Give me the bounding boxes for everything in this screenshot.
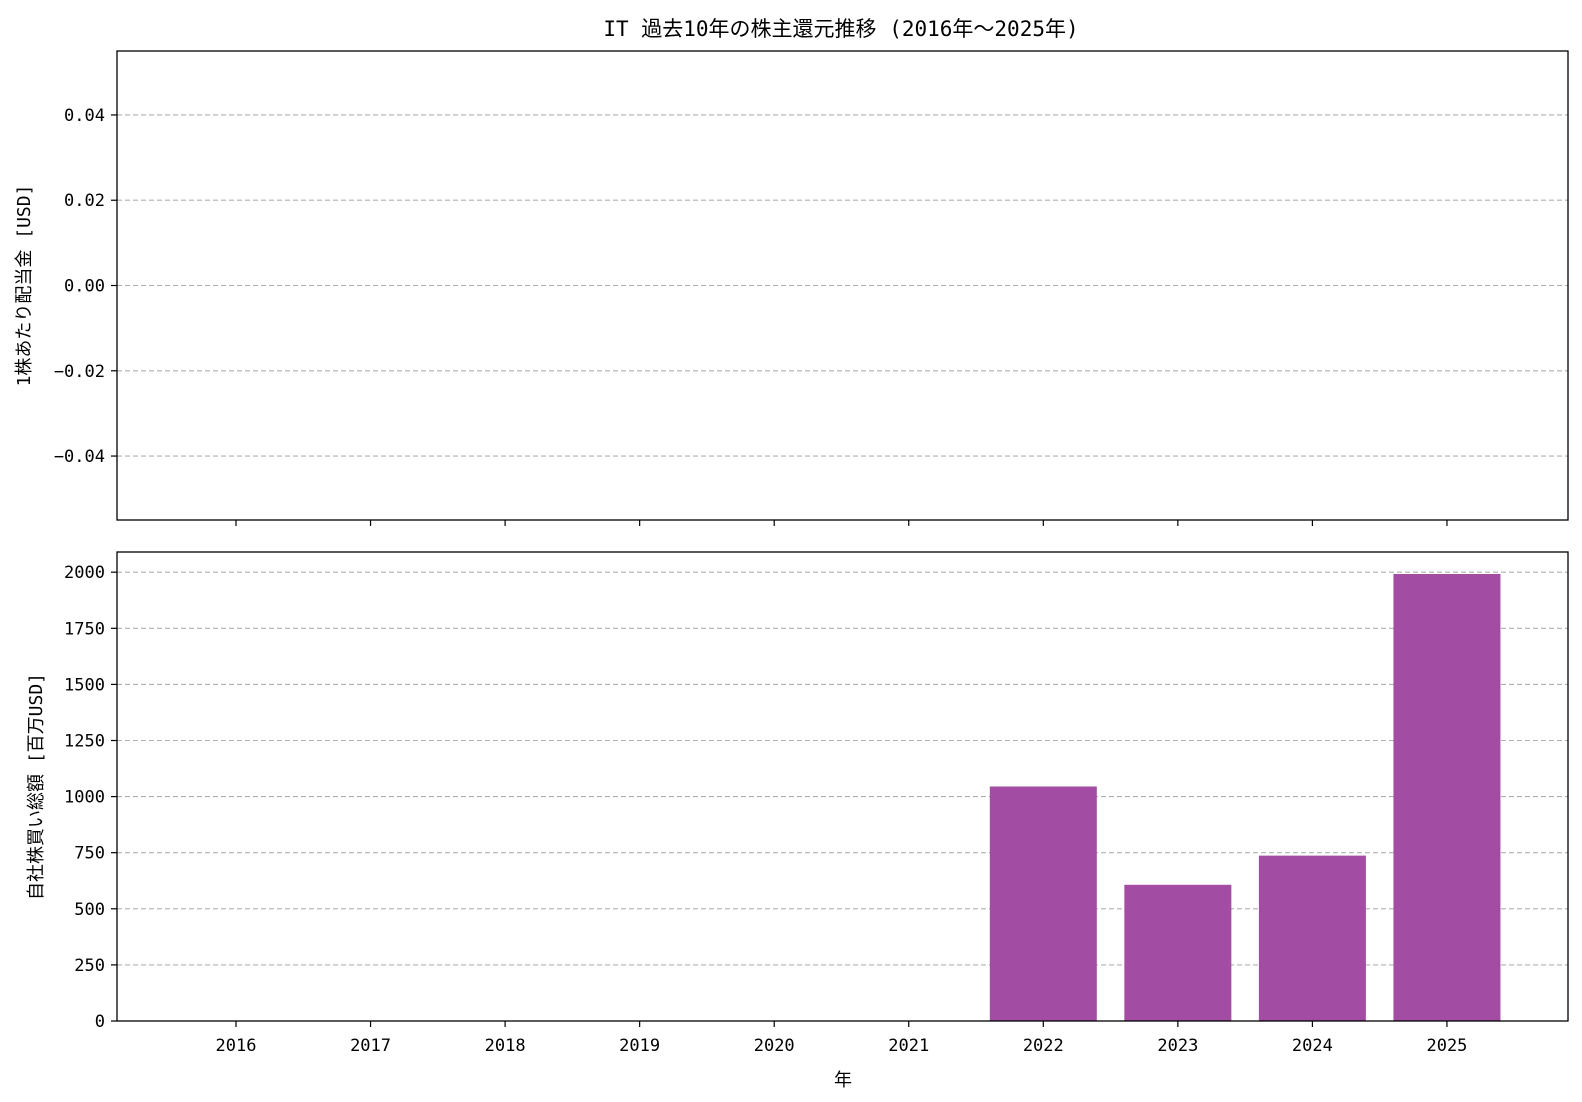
y-tick-label: 0.02 [64, 191, 105, 211]
plot-frame [116, 50, 1569, 521]
x-tick-label: 2016 [216, 1036, 257, 1056]
bar-2022 [989, 786, 1097, 1021]
plot-frame [116, 551, 1569, 1022]
x-tick-label: 2024 [1292, 1036, 1333, 1056]
x-tick-label: 2025 [1426, 1036, 1467, 1056]
y-tick-label: −0.02 [54, 362, 105, 382]
y-tick-label: 0.04 [64, 106, 105, 126]
y-tick-label: 1750 [64, 619, 105, 639]
y-axis-label: 1株あたり配当金 [USD] [14, 185, 35, 387]
y-tick-label: 0 [95, 1012, 105, 1032]
x-tick-label: 2018 [485, 1036, 526, 1056]
y-tick-label: 500 [74, 900, 105, 920]
y-tick-label: 1250 [64, 731, 105, 751]
y-tick-label: −0.04 [54, 447, 105, 467]
x-tick-label: 2022 [1023, 1036, 1064, 1056]
x-tick-label: 2017 [350, 1036, 391, 1056]
x-tick-label: 2020 [754, 1036, 795, 1056]
y-tick-label: 2000 [64, 563, 105, 583]
x-axis-label: 年 [834, 1070, 852, 1091]
buyback-panel: 0 250 500 750 1000 1250 1500 1750 2000 2016 2017 20… [26, 551, 1569, 1056]
y-tick-label: 0.00 [64, 277, 105, 297]
dividend-panel: −0.04 −0.02 0.00 0.02 0.04 1株あたり配当金 [USD] [14, 50, 1569, 526]
y-tick-label: 1500 [64, 675, 105, 695]
x-tick-label: 2019 [619, 1036, 660, 1056]
y-tick-label: 1000 [64, 788, 105, 808]
x-tick-label: 2023 [1157, 1036, 1198, 1056]
bar-2024 [1258, 855, 1366, 1021]
y-axis-label: 自社株買い総額 [百万USD] [26, 673, 47, 900]
chart-title: IT 過去10年の株主還元推移 (2016年～2025年) [603, 17, 1078, 41]
y-tick-label: 250 [74, 956, 105, 976]
y-tick-label: 750 [74, 844, 105, 864]
bar-2025 [1393, 573, 1501, 1021]
x-tick-label: 2021 [888, 1036, 929, 1056]
bar-2023 [1124, 884, 1232, 1021]
